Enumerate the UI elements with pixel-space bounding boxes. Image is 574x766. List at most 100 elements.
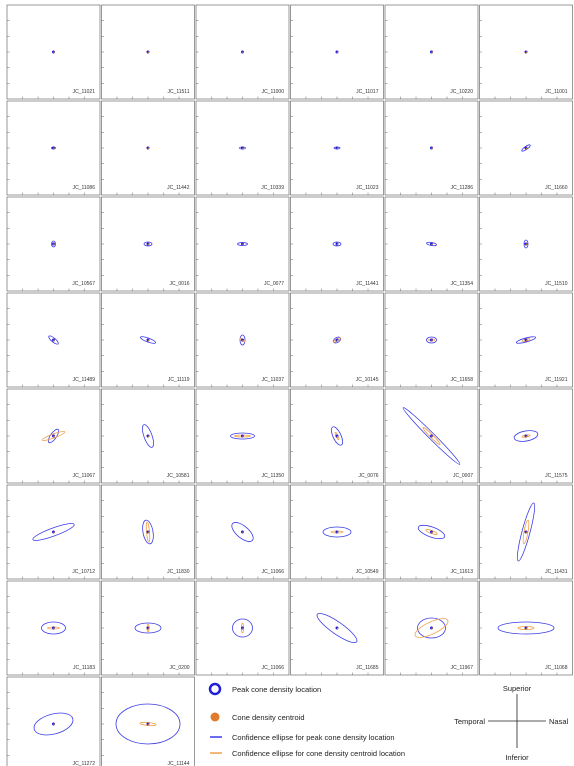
panel-label: JC_11017 (356, 89, 379, 95)
panel-label: JC_11442 (167, 185, 190, 191)
panel: JC_0016 (101, 196, 195, 292)
panel-label: JC_11830 (167, 569, 190, 575)
compass-superior-label: Superior (503, 684, 532, 693)
panel-label: JC_11685 (356, 665, 379, 671)
panel: JC_0077 (195, 196, 290, 292)
panel: JC_11613 (384, 484, 479, 580)
panel: JC_11037 (195, 292, 290, 388)
centroid-location-dot (53, 339, 55, 342)
panel: JC_11489 (6, 292, 101, 388)
centroid-location-dot (336, 339, 339, 342)
panel: JC_11066 (195, 484, 290, 580)
centroid-confidence-ellipse (522, 519, 530, 545)
peak-confidence-ellipse (316, 612, 358, 644)
centroid-location-dot (242, 51, 244, 54)
centroid-location-dot (147, 243, 150, 246)
panel-label: JC_11183 (73, 665, 95, 671)
centroid-location-dot (242, 627, 244, 630)
panel-label: JC_0200 (169, 665, 189, 671)
centroid-location-dot (147, 723, 150, 726)
centroid-location-dot (147, 339, 150, 342)
centroid-location-dot (336, 435, 339, 438)
panel-label: JC_11086 (73, 185, 96, 191)
centroid-location-dot (147, 627, 150, 630)
peak-confidence-ellipse (513, 430, 539, 442)
centroid-location-dot (53, 723, 55, 726)
panel-label: JC_11613 (451, 569, 474, 575)
legend-peak-marker (208, 682, 222, 696)
panel: JC_11431 (479, 484, 573, 580)
peak-confidence-ellipse (515, 336, 537, 344)
centroid-location-dot (525, 51, 528, 54)
peak-confidence-ellipse (322, 526, 352, 538)
centroid-location-dot (336, 243, 339, 246)
peak-confidence-ellipse (426, 336, 437, 344)
panel-label: JC_11441 (356, 281, 379, 287)
panel: JC_11967 (384, 580, 479, 676)
panel-label: JC_10145 (356, 377, 379, 383)
compass-inferior-label: Inferior (505, 753, 529, 762)
panel: JC_11272 (6, 676, 101, 766)
centroid-confidence-ellipse (41, 431, 66, 441)
peak-confidence-ellipse (417, 617, 446, 639)
centroid-location-dot (431, 147, 433, 150)
panel: JC_11068 (479, 580, 573, 676)
legend-centroid-marker (210, 712, 220, 722)
peak-confidence-ellipse (143, 241, 153, 247)
panel-label: JC_10581 (167, 473, 190, 479)
peak-confidence-ellipse (47, 428, 60, 444)
centroid-location-dot (431, 51, 433, 54)
panel: JC_11830 (101, 484, 195, 580)
panel-label: JC_11000 (262, 89, 285, 95)
panel: JC_10712 (6, 484, 101, 580)
centroid-confidence-ellipse (414, 618, 449, 638)
peak-confidence-ellipse (523, 239, 529, 249)
panel-label: JC_11489 (73, 377, 96, 383)
centroid-location-dot (336, 147, 339, 150)
panel-label: JC_11067 (73, 473, 96, 479)
peak-confidence-ellipse (232, 618, 253, 638)
panel: JC_0007 (384, 388, 479, 484)
panel-frame (101, 676, 195, 766)
panel-label: JC_0016 (169, 281, 189, 287)
panel-label: JC_10712 (72, 569, 95, 575)
centroid-location-dot (525, 243, 528, 246)
centroid-location-dot (147, 147, 150, 150)
peak-confidence-ellipse (402, 407, 461, 465)
panel-label: JC_0076 (358, 473, 378, 479)
legend: Peak cone density location Cone density … (208, 682, 405, 758)
centroid-location-dot (53, 243, 55, 246)
centroid-location-dot (525, 435, 528, 438)
panel: JC_10549 (290, 484, 384, 580)
centroid-location-dot (336, 51, 339, 54)
panel: JC_0076 (290, 388, 384, 484)
peak-confidence-ellipse (51, 240, 56, 248)
panel-label: JC_10339 (261, 185, 284, 191)
panel: JC_10581 (101, 388, 195, 484)
centroid-location-dot (147, 531, 150, 534)
panel-label: JC_10567 (72, 281, 95, 287)
panel: JC_11183 (6, 580, 101, 676)
panel-frame (6, 676, 101, 766)
panel-label: JC_11037 (262, 377, 285, 383)
panel-label: JC_11001 (545, 89, 568, 95)
panel-label: JC_11354 (451, 281, 474, 287)
centroid-confidence-ellipse (145, 521, 151, 543)
orientation-compass: Superior Inferior Temporal Nasal (454, 684, 568, 762)
peak-confidence-ellipse (239, 334, 246, 346)
centroid-location-dot (431, 531, 433, 534)
peak-confidence-ellipse (134, 622, 162, 634)
peak-confidence-ellipse (41, 621, 66, 635)
panel-label: JC_11350 (262, 473, 285, 479)
centroid-location-dot (53, 51, 55, 54)
panel-label: JC_11967 (451, 665, 474, 671)
panel: JC_11575 (479, 388, 573, 484)
panel: JC_11442 (101, 100, 195, 196)
centroid-confidence-ellipse (422, 427, 441, 445)
centroid-location-dot (147, 51, 150, 54)
centroid-location-dot (242, 339, 244, 342)
centroid-location-dot (525, 531, 528, 534)
panel: JC_11119 (101, 292, 195, 388)
peak-confidence-ellipse (331, 426, 343, 446)
